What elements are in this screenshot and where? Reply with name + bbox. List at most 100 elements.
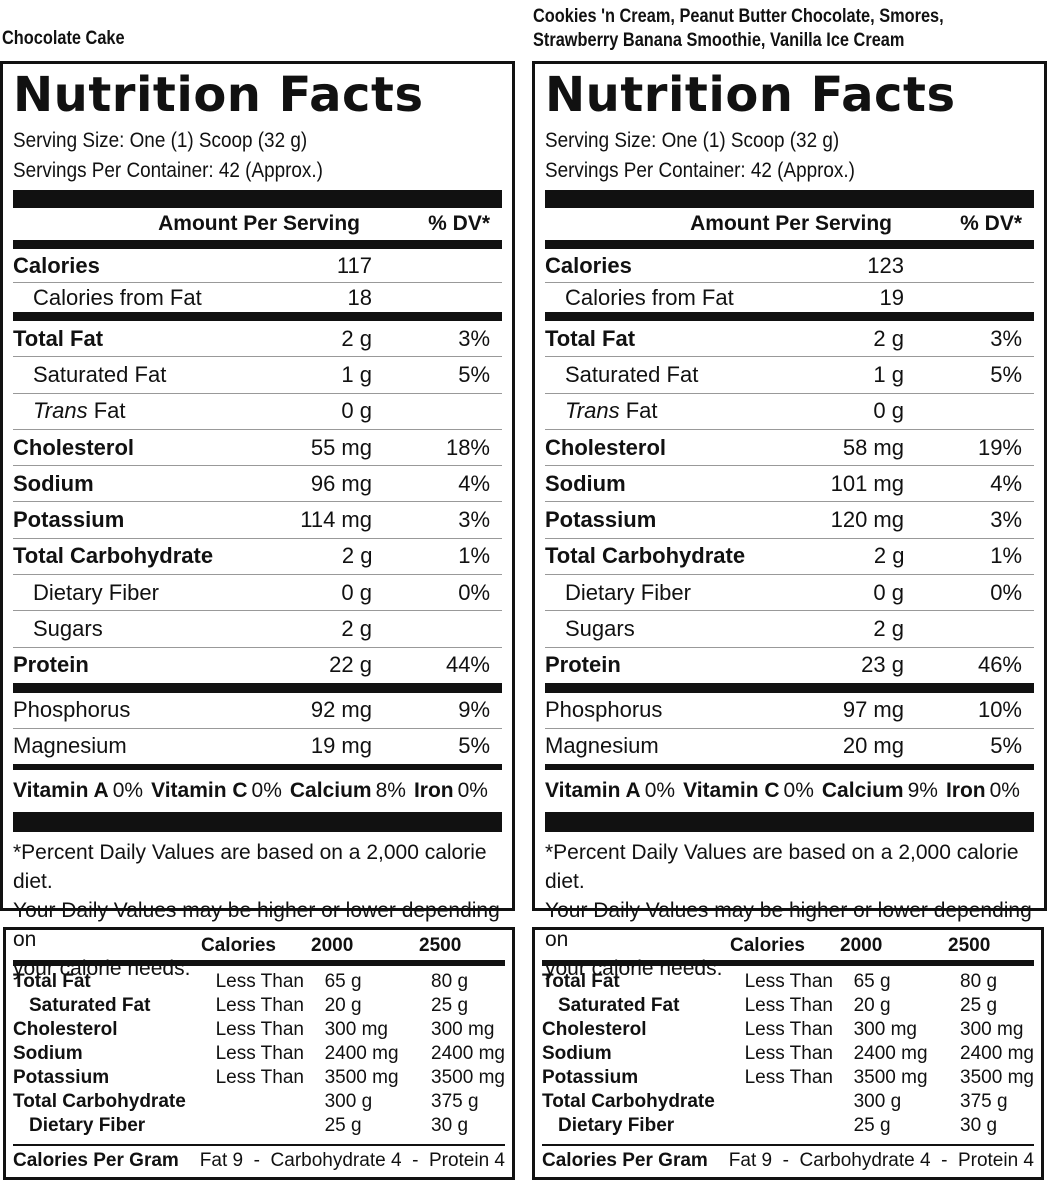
dv-row-label: Total Fat (13, 971, 91, 992)
dv-row: Sodium Less Than 2400 mg 2400 mg (542, 1042, 1034, 1066)
calories-per-gram-label: Calories Per Gram (542, 1150, 708, 1171)
calories-from-fat-row: Calories from Fat 19 (545, 282, 1034, 312)
dv-row-2000: 300 mg (853, 1019, 917, 1040)
dv-row-qualifier (745, 1114, 854, 1138)
dv-header: 2000 (311, 935, 354, 956)
footnote-line: Your Daily Values may be higher or lower… (545, 898, 1032, 951)
divider-medium (13, 240, 502, 249)
dv-row-2000: 20 g (324, 995, 362, 1016)
dv-row: Dietary Fiber 25 g 30 g (13, 1114, 505, 1138)
dv-row-label: Saturated Fat (558, 995, 680, 1016)
nutrient-row: Saturated Fat 1 g 5% (545, 356, 1034, 392)
mineral-dv: 9% (458, 697, 490, 723)
dv-row-2000: 300 g (853, 1091, 902, 1112)
dv-header: Calories (201, 935, 276, 956)
dv-row-2500: 80 g (431, 971, 469, 992)
dv-row-qualifier (216, 1114, 325, 1138)
dv-row: Potassium Less Than 3500 mg 3500 mg (13, 1066, 505, 1090)
nutrient-label: Total Fat (545, 325, 636, 351)
mineral-amount: 20 mg (842, 733, 904, 759)
dv-header: 2500 (419, 935, 462, 956)
dv-row-label: Cholesterol (13, 1019, 118, 1040)
header-amount: Amount Per Serving (690, 212, 892, 235)
vitamin-name: Vitamin A (545, 778, 641, 802)
nutrient-label: Total Carbohydrate (545, 543, 746, 569)
dv-row-qualifier (216, 1090, 325, 1114)
footnote-line: *Percent Daily Values are based on a 2,0… (13, 840, 487, 893)
trans-rest: Fat (87, 398, 126, 424)
divider-thin (13, 763, 502, 770)
nutrient-row: Potassium 114 mg 3% (13, 501, 502, 537)
servings-per-container: Servings Per Container: 42 (Approx.) (545, 159, 855, 182)
nutrient-dv: 0% (990, 579, 1022, 605)
servings-per-container: Servings Per Container: 42 (Approx.) (13, 159, 323, 182)
nutrient-row: Total Carbohydrate 2 g 1% (545, 537, 1034, 574)
calories-per-gram-value: Fat 9 - Carbohydrate 4 - Protein 4 (199, 1150, 505, 1171)
dv-row: Saturated Fat Less Than 20 g 25 g (542, 994, 1034, 1018)
dv-row-2500: 2400 mg (960, 1043, 1034, 1064)
dv-row: Sodium Less Than 2400 mg 2400 mg (13, 1042, 505, 1066)
footnote: *Percent Daily Values are based on a 2,0… (13, 838, 502, 983)
vitamin-name: Vitamin C (683, 778, 780, 802)
nutrient-amount: 2 g (873, 543, 905, 569)
nutrient-row: Cholesterol 58 mg 19% (545, 428, 1034, 465)
dv-row-qualifier: Less Than (744, 1043, 833, 1064)
vitamin-value: 0% (112, 778, 144, 802)
vitamins-row: Vitamin A 0% Vitamin C 0% Calcium 9% Iron 0% (545, 770, 1034, 812)
nutrient-amount: 120 mg (830, 507, 904, 533)
dv-row: Potassium Less Than 3500 mg 3500 mg (542, 1066, 1034, 1090)
nutrient-row: Protein 23 g 46% (545, 646, 1034, 683)
calories-per-gram-value: Fat 9 - Carbohydrate 4 - Protein 4 (728, 1150, 1034, 1171)
nutrient-amount: 0 g (873, 579, 904, 605)
nutrition-facts-panel-right: Nutrition Facts Serving Size: One (1) Sco… (532, 61, 1047, 980)
dv-row-qualifier: Less Than (215, 1067, 304, 1088)
nutrient-row: Protein 22 g 44% (13, 646, 502, 683)
divider-thick (545, 811, 1034, 832)
dv-row-2000: 25 g (324, 1115, 362, 1136)
nutrient-dv: 3% (458, 325, 490, 351)
divider-medium (545, 240, 1034, 249)
dv-row-label: Potassium (542, 1067, 639, 1088)
nutrient-dv: 4% (990, 470, 1022, 496)
dv-row-2000: 2400 mg (853, 1043, 928, 1064)
divider-thin (545, 763, 1034, 770)
dv-header-row: Calories 2000 2500 (542, 934, 1034, 958)
daily-value-table-body: Total Fat Less Than 65 g 80 g Saturated Fat L… (13, 970, 505, 1138)
dv-row-label: Potassium (13, 1067, 110, 1088)
nutrient-dv: 0% (458, 579, 490, 605)
vitamin-name: Vitamin C (151, 778, 248, 802)
nutrient-amount: 0 g (341, 398, 372, 424)
dv-header: 2500 (948, 935, 991, 956)
header-amount: Amount Per Serving (158, 212, 360, 235)
dv-row-2000: 65 g (324, 971, 362, 992)
dv-row: Total Carbohydrate 300 g 375 g (542, 1090, 1034, 1114)
dv-row-2000: 25 g (853, 1115, 891, 1136)
calories-amount: 123 (867, 252, 904, 278)
nutrient-amount: 96 mg (310, 470, 372, 496)
footnote-line: Your Daily Values may be higher or lower… (13, 898, 500, 951)
flavor-title-left: Chocolate Cake (2, 28, 125, 49)
nutrient-amount: 0 g (341, 579, 372, 605)
mineral-label: Phosphorus (13, 697, 131, 723)
vitamin-value: 0% (989, 778, 1020, 802)
daily-value-table: Calories 2000 2500 (13, 934, 505, 958)
nutrient-amount: 2 g (341, 325, 372, 351)
calories-from-fat-amount: 18 (347, 284, 372, 310)
dv-row-2000: 300 g (324, 1091, 373, 1112)
header-dv: % DV* (960, 212, 1022, 235)
nutrient-label: Sugars (565, 616, 635, 642)
mineral-label: Phosphorus (545, 697, 663, 723)
dv-row-label: Cholesterol (542, 1019, 647, 1040)
nutrient-label: Cholesterol (545, 434, 667, 460)
nutrient-label: Sugars (33, 616, 103, 642)
nutrition-facts-title: Nutrition Facts (13, 67, 424, 123)
dv-row-2000: 300 mg (324, 1019, 388, 1040)
nutrient-label: Dietary Fiber (33, 579, 159, 605)
nutrient-dv: 3% (990, 325, 1022, 351)
nutrient-label: Protein (13, 652, 89, 678)
daily-value-reference-right: Calories 2000 2500 Total Fat Less Than 65 g 80… (532, 927, 1044, 1180)
dv-row-qualifier: Less Than (744, 971, 833, 992)
nutrient-row: Sugars 2 g (545, 610, 1034, 646)
column-header: Amount Per Serving % DV* (545, 208, 1034, 240)
nutrient-amount: 58 mg (842, 434, 904, 460)
